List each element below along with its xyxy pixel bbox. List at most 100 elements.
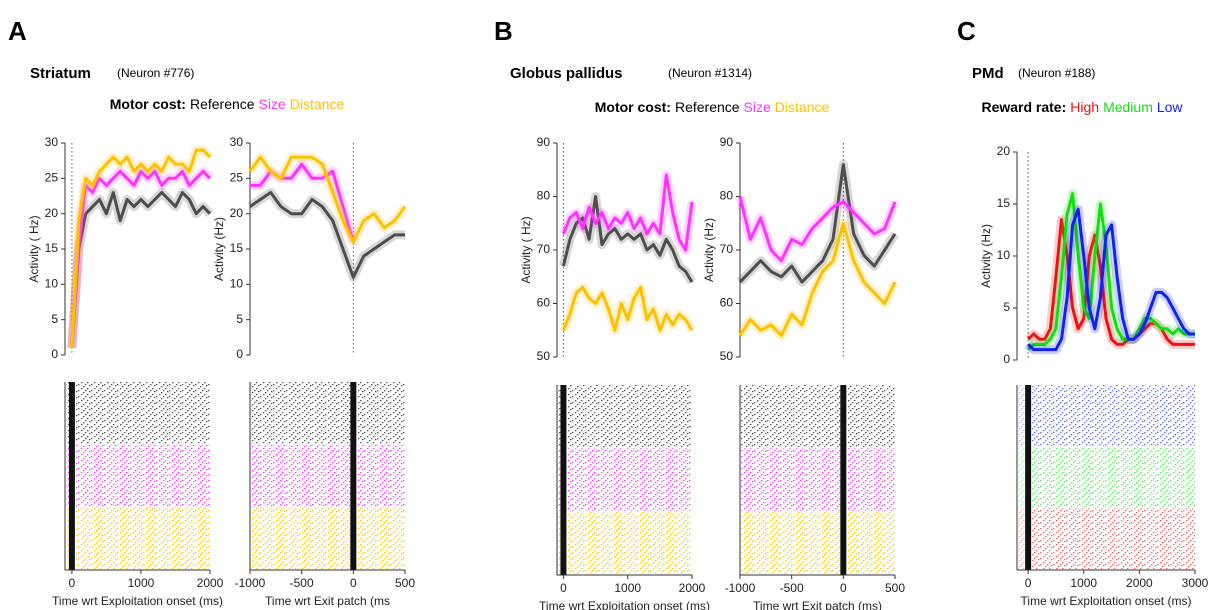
legend-entry: Size: [744, 99, 771, 115]
event-column: [1025, 385, 1032, 570]
event-column: [350, 382, 357, 570]
raster-band-pre: [251, 507, 351, 569]
event-column: [840, 385, 847, 575]
y-tick-label: 30: [45, 135, 59, 149]
event-column: [68, 382, 75, 570]
x-axis-label: Time wrt Exit patch (ms: [265, 594, 390, 608]
raster-band: [567, 385, 692, 448]
raster-band-pre: [741, 448, 841, 511]
panel-title: Globus pallidus: [510, 65, 623, 82]
series-line: [562, 285, 694, 332]
legend-entry: High: [1070, 99, 1099, 115]
x-tick-label: 0: [350, 576, 357, 590]
raster-band: [567, 511, 692, 574]
x-tick-label: 2000: [679, 581, 706, 595]
y-axis-label: Activity (Hz): [212, 217, 226, 281]
legend-entry: Distance: [775, 99, 830, 115]
x-axis-label: Time wrt Exploitation onset (ms): [52, 594, 223, 608]
x-tick-label: 1000: [128, 576, 155, 590]
panel-letter: C: [957, 16, 976, 46]
x-tick-label: 0: [1025, 576, 1032, 590]
y-tick-label: 70: [720, 242, 734, 256]
y-tick-label: 10: [230, 277, 244, 291]
panel-letter: A: [8, 16, 27, 46]
y-axis-label: Activity ( Hz): [27, 215, 41, 282]
raster-band: [847, 511, 895, 574]
panel-subtitle: (Neuron #188): [1018, 66, 1095, 80]
y-tick-label: 15: [45, 241, 59, 255]
y-tick-label: 60: [720, 296, 734, 310]
raster-band-pre: [741, 385, 841, 448]
series-line: [738, 221, 897, 338]
y-tick-label: 0: [236, 347, 243, 361]
x-tick-label: 0: [560, 581, 567, 595]
series-line: [249, 191, 405, 279]
x-axis-label: Time wrt Exploitation onset (ms): [1021, 594, 1192, 608]
y-tick-label: 15: [997, 196, 1011, 210]
raster-band-pre: [1018, 446, 1026, 508]
y-tick-label: 20: [230, 206, 244, 220]
y-tick-label: 20: [45, 206, 59, 220]
y-tick-label: 70: [537, 242, 551, 256]
raster-band: [75, 507, 211, 569]
series-line: [1027, 218, 1195, 346]
x-tick-label: 0: [69, 576, 76, 590]
series-line: [70, 148, 212, 348]
x-tick-label: 3000: [1182, 576, 1209, 590]
raster-band-pre: [66, 444, 69, 507]
series-line: [1027, 192, 1195, 351]
x-tick-label: -1000: [725, 581, 756, 595]
panel-subtitle: (Neuron #776): [117, 66, 194, 80]
raster-band-pre: [558, 448, 561, 511]
series-line: [1027, 207, 1195, 352]
series-line: [70, 191, 212, 349]
x-tick-label: 0: [840, 581, 847, 595]
y-tick-label: 5: [1003, 300, 1010, 314]
x-tick-label: 2000: [197, 576, 224, 590]
raster-band: [847, 448, 895, 511]
raster-band-pre: [741, 511, 841, 574]
panel-letter: B: [494, 16, 513, 46]
x-axis-label: Time wrt Exploitation onset (ms): [539, 599, 710, 610]
series-line: [562, 173, 694, 252]
legend-entry: Medium: [1103, 99, 1153, 115]
raster-band: [357, 382, 405, 444]
y-tick-label: 60: [537, 296, 551, 310]
y-tick-label: 20: [997, 144, 1011, 158]
y-tick-label: 10: [45, 277, 59, 291]
raster-band: [75, 444, 211, 507]
x-tick-label: 2000: [1126, 576, 1153, 590]
legend: Reward rate: High Medium Low: [981, 99, 1183, 115]
raster-band: [847, 385, 895, 448]
y-axis-label: Activity (Hz): [979, 224, 993, 288]
raster-band-pre: [251, 444, 351, 507]
y-tick-label: 5: [51, 312, 58, 326]
x-tick-label: 500: [395, 576, 415, 590]
y-tick-label: 10: [997, 248, 1011, 262]
legend-title: Motor cost:: [110, 96, 186, 112]
event-column: [560, 385, 567, 575]
y-tick-label: 50: [720, 349, 734, 363]
panel-subtitle: (Neuron #1314): [668, 66, 752, 80]
y-tick-label: 90: [537, 135, 551, 149]
y-axis-label: Activity (Hz): [702, 218, 716, 282]
x-tick-label: 1000: [1070, 576, 1097, 590]
raster-band: [567, 448, 692, 511]
y-tick-label: 0: [51, 347, 58, 361]
legend-entry: Reference: [675, 99, 740, 115]
series-line: [248, 155, 407, 244]
raster-band-pre: [66, 507, 69, 569]
legend-entry: Distance: [290, 96, 345, 112]
raster-band: [75, 382, 211, 444]
raster-band: [1032, 385, 1195, 446]
raster-band: [357, 444, 405, 507]
y-tick-label: 15: [230, 241, 244, 255]
legend: Motor cost: Reference Size Distance: [595, 99, 830, 115]
error-band: [247, 188, 405, 282]
raster-band-pre: [66, 382, 69, 444]
legend-entry: Reference: [190, 96, 255, 112]
x-tick-label: -500: [780, 581, 804, 595]
raster-band-pre: [558, 511, 561, 574]
series-line: [250, 162, 355, 243]
